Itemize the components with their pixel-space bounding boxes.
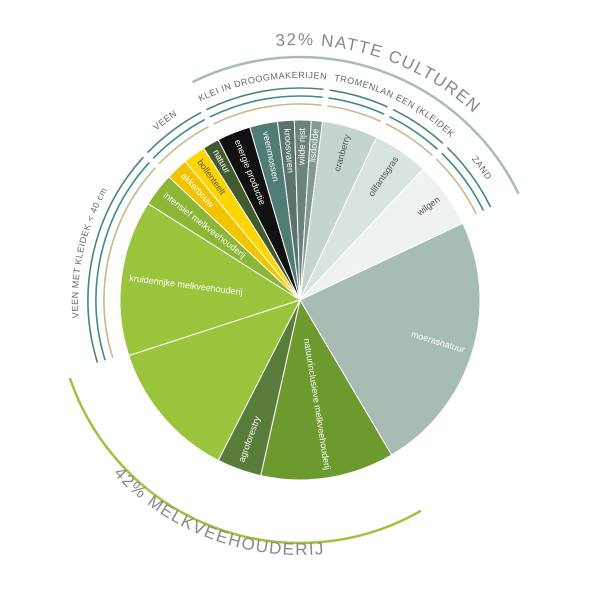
group-ring [328,106,380,121]
slice-label: wilde rijst [296,127,307,166]
group-label: KLEI IN DROOGMAKERIJEN [197,70,328,103]
